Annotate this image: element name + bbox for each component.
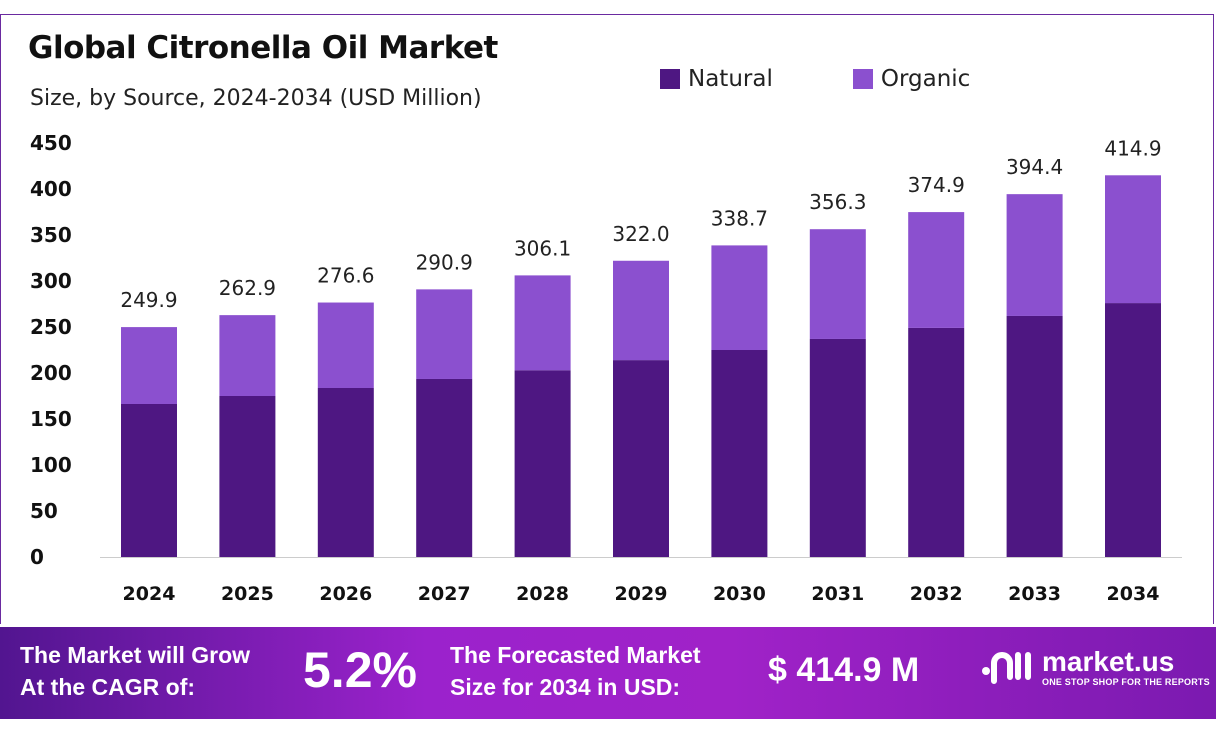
- total-data-label: 276.6: [317, 264, 374, 288]
- y-tick-label: 50: [30, 499, 58, 523]
- total-data-label: 338.7: [711, 206, 768, 230]
- bar-natural-2027: [416, 378, 473, 557]
- bar-natural-2030: [711, 350, 768, 557]
- total-data-label: 262.9: [219, 276, 276, 300]
- y-tick-label: 150: [30, 407, 72, 431]
- brand-logo: market.us ONE STOP SHOP FOR THE REPORTS: [980, 647, 1210, 687]
- x-tick-label: 2027: [418, 583, 471, 605]
- brand-tagline: ONE STOP SHOP FOR THE REPORTS: [1042, 677, 1210, 687]
- forecast-label-line: Size for 2034 in USD:: [450, 674, 681, 700]
- legend-label: Organic: [880, 66, 971, 92]
- chart-title: Global Citronella Oil Market: [28, 30, 498, 66]
- x-tick-label: 2030: [713, 583, 766, 605]
- x-tick-label: 2028: [516, 583, 569, 605]
- bar-natural-2032: [908, 327, 965, 557]
- y-tick-label: 100: [30, 453, 72, 477]
- bar-organic-2034: [1105, 175, 1161, 304]
- bar-natural-2031: [809, 338, 866, 557]
- y-tick-label: 400: [30, 177, 72, 201]
- total-data-label: 414.9: [1104, 136, 1161, 160]
- legend-item-natural: Natural: [660, 66, 773, 92]
- bar-organic-2025: [219, 315, 276, 396]
- total-data-label: 249.9: [120, 288, 177, 312]
- bar-natural-2024: [121, 404, 177, 557]
- total-data-label: 356.3: [809, 190, 866, 214]
- bar-natural-2028: [514, 370, 571, 557]
- forecast-label: The Forecasted Market Size for 2034 in US…: [450, 639, 701, 703]
- cagr-label-line: The Market will Grow: [20, 642, 251, 668]
- market-us-logo-icon: [982, 652, 1031, 684]
- forecast-label-line: The Forecasted Market: [450, 642, 701, 668]
- total-data-label: 290.9: [416, 250, 473, 274]
- total-data-label: 322.0: [612, 222, 669, 246]
- bar-organic-2028: [514, 275, 571, 371]
- legend-label: Natural: [688, 66, 773, 92]
- legend: Natural Organic: [660, 66, 970, 92]
- bar-natural-2026: [317, 387, 374, 557]
- bar-natural-2029: [613, 360, 669, 557]
- bar-organic-2032: [908, 212, 965, 328]
- x-tick-label: 2025: [221, 583, 274, 605]
- cagr-label: The Market will Grow At the CAGR of:: [20, 639, 250, 703]
- total-data-label: 394.4: [1006, 155, 1063, 179]
- x-tick-label: 2031: [811, 583, 864, 605]
- x-tick-label: 2033: [1008, 583, 1061, 605]
- y-tick-label: 0: [30, 545, 44, 569]
- cagr-label-line: At the CAGR of:: [20, 674, 196, 700]
- bar-organic-2026: [317, 302, 374, 388]
- footer-banner: The Market will Grow At the CAGR of: 5.2%…: [0, 627, 1216, 719]
- x-tick-label: 2034: [1107, 583, 1160, 605]
- y-tick-label: 450: [30, 131, 72, 155]
- x-tick-label: 2024: [123, 583, 176, 605]
- y-tick-label: 200: [30, 361, 72, 385]
- chart-frame: [0, 14, 1214, 624]
- forecast-value: $ 414.9 M: [768, 651, 920, 689]
- x-tick-label: 2026: [319, 583, 372, 605]
- bar-organic-2030: [711, 245, 768, 350]
- bar-chart: 0 50 100 150 200 250 300 350 400 450 249.9 2024 262.…: [30, 131, 1182, 605]
- bar-organic-2024: [121, 327, 177, 405]
- y-tick-label: 250: [30, 315, 72, 339]
- x-tick-label: 2029: [615, 583, 668, 605]
- bar-organic-2031: [809, 229, 866, 339]
- y-tick-label: 300: [30, 269, 72, 293]
- legend-item-organic: Organic: [852, 66, 971, 92]
- legend-swatch-natural: [660, 69, 680, 89]
- y-tick-label: 350: [30, 223, 72, 247]
- bar-natural-2025: [219, 396, 276, 557]
- total-data-label: 374.9: [908, 173, 965, 197]
- bar-organic-2029: [613, 260, 669, 361]
- bar-organic-2033: [1006, 194, 1063, 316]
- bar-natural-2034: [1105, 303, 1161, 557]
- x-tick-label: 2032: [910, 583, 963, 605]
- legend-swatch-organic: [852, 69, 873, 89]
- brand-name: market.us: [1042, 646, 1175, 677]
- bar-organic-2027: [416, 289, 473, 379]
- total-data-label: 306.1: [514, 236, 571, 260]
- cagr-value: 5.2%: [303, 642, 417, 698]
- bar-natural-2033: [1006, 315, 1063, 557]
- chart-subtitle: Size, by Source, 2024-2034 (USD Million): [30, 86, 482, 111]
